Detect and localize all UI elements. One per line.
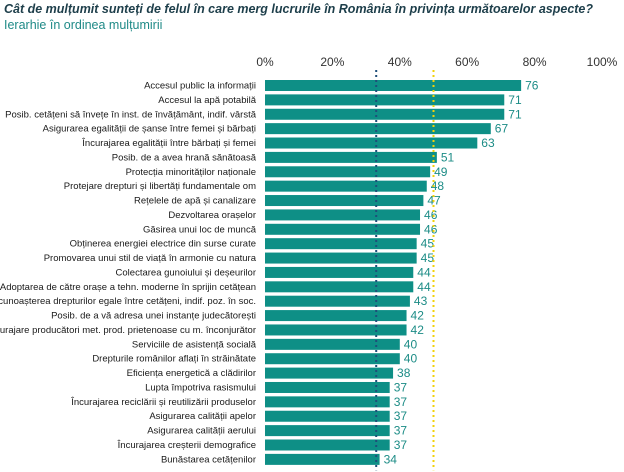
value-label: 40 (404, 337, 418, 351)
bar (265, 138, 477, 149)
category-label: Asigurarea calității apelor (149, 411, 256, 422)
x-tick-label: 100% (587, 55, 618, 69)
value-label: 34 (384, 452, 398, 466)
bar (265, 310, 407, 321)
category-label: Accesul public la informații (144, 81, 256, 92)
x-tick-label: 20% (320, 55, 344, 69)
value-label: 40 (404, 352, 418, 366)
value-label: 37 (394, 395, 408, 409)
value-label: 42 (411, 309, 425, 323)
bar (265, 209, 420, 220)
bar (265, 267, 413, 278)
x-tick-label: 80% (523, 55, 547, 69)
bar (265, 123, 491, 134)
value-label: 43 (414, 294, 428, 308)
bar (265, 281, 413, 292)
bar (265, 195, 423, 206)
x-tick-label: 60% (455, 55, 479, 69)
category-label: Bunăstarea cetățenilor (161, 454, 256, 465)
bar (265, 324, 407, 335)
value-label: 63 (481, 136, 495, 150)
category-label: Colectarea gunoiului și deșeurilor (116, 267, 256, 278)
category-label: Încurajarea creșterii demografice (117, 440, 256, 451)
category-label: Eficiența energetică a clădirilor (127, 368, 256, 379)
bar (265, 425, 390, 436)
category-label: Protecția minorităților naționale (126, 167, 256, 178)
value-label: 71 (508, 107, 522, 121)
value-label: 76 (525, 79, 539, 93)
category-label: Obținerea energiei electrice din surse c… (70, 239, 256, 250)
bar (265, 296, 410, 307)
bar (265, 109, 504, 120)
bar (265, 94, 504, 105)
value-label: 42 (411, 323, 425, 337)
category-label: Posib. cetățeni să învețe în inst. de în… (5, 109, 257, 120)
category-label: Promovarea unui stil de viață în armonie… (44, 253, 257, 264)
bar (265, 368, 393, 379)
x-tick-label: 40% (388, 55, 412, 69)
category-label: Încurajarea egalității între bărbați și … (81, 138, 256, 149)
category-label: Posib. de a vă adresa unei instanțe jude… (51, 311, 256, 322)
category-label: Asigurarea calității aerului (147, 426, 256, 437)
bar (265, 181, 427, 192)
category-label: Serviciile de asistență socială (132, 339, 257, 350)
value-label: 51 (441, 150, 455, 164)
bar (265, 454, 380, 465)
category-label: Încurajarea reciclării și reutilizării p… (70, 397, 256, 408)
bar-chart: 0% 20% 40% 60% 80% 100% Accesul public la info… (0, 0, 624, 472)
bar (265, 396, 390, 407)
category-label: Găsirea unui loc de muncă (143, 224, 257, 235)
value-label: 46 (424, 208, 438, 222)
bar (265, 80, 521, 91)
category-label: Recunoașterea drepturilor egale între ce… (0, 296, 256, 307)
category-label: Încurajare producători met. prod. priete… (0, 325, 256, 336)
bar (265, 166, 430, 177)
value-label: 44 (417, 265, 431, 279)
value-label: 45 (421, 251, 435, 265)
bar (265, 238, 417, 249)
bar (265, 382, 390, 393)
category-label: Accesul la apă potabilă (158, 95, 256, 106)
value-label: 44 (417, 280, 431, 294)
category-label: Rețelele de apă și canalizare (134, 196, 256, 207)
category-label: Adoptarea de către orașe a tehn. moderne… (0, 282, 256, 293)
value-label: 37 (394, 409, 408, 423)
value-label: 71 (508, 93, 522, 107)
bar (265, 253, 417, 264)
value-label: 46 (424, 222, 438, 236)
category-label: Asigurarea egalității de șanse între fem… (43, 124, 256, 135)
category-label: Dezvoltarea orașelor (168, 210, 256, 221)
bar (265, 152, 437, 163)
bar (265, 440, 390, 451)
value-label: 38 (397, 366, 411, 380)
category-label: Posib. de a avea hrană sănătoasă (112, 152, 257, 163)
value-label: 37 (394, 380, 408, 394)
x-tick-label: 0% (256, 55, 274, 69)
bar (265, 339, 400, 350)
value-label: 37 (394, 438, 408, 452)
bar (265, 353, 400, 364)
value-label: 49 (434, 165, 448, 179)
category-label: Drepturile românilor aflați în străinăta… (92, 354, 256, 365)
bar (265, 224, 420, 235)
category-label: Protejare drepturi și libertăți fundamen… (64, 181, 256, 192)
bar (265, 411, 390, 422)
value-label: 67 (495, 122, 509, 136)
category-label: Lupta împotriva rasismului (145, 382, 256, 393)
value-label: 37 (394, 424, 408, 438)
value-label: 45 (421, 237, 435, 251)
